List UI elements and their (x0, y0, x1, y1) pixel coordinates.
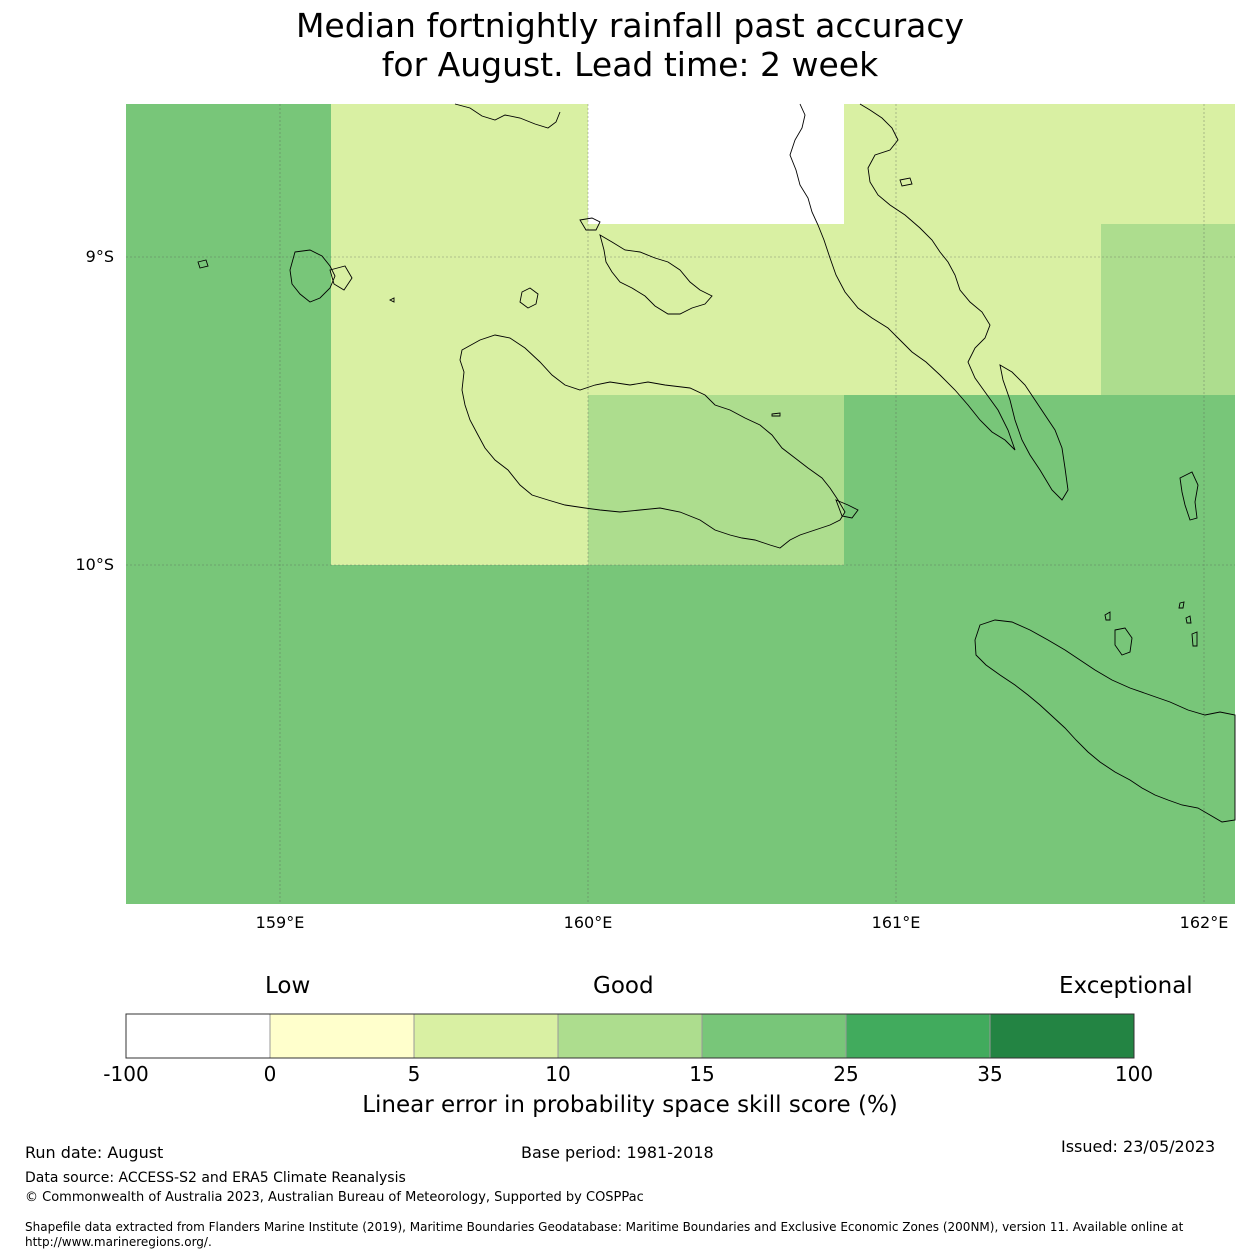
coast-russell-islands (289, 249, 336, 303)
run-date: Run date: August (25, 1143, 164, 1162)
base-period: Base period: 1981-2018 (521, 1143, 714, 1162)
lon-label-160e: 160°E (563, 913, 613, 932)
cell-light-green-east (1101, 224, 1235, 395)
colorbar-category-low: Low (265, 973, 311, 999)
coast-islet-east (1179, 471, 1199, 521)
coast-islet-small (388, 297, 395, 303)
lon-label-161e: 161°E (871, 913, 921, 932)
colorbar-segment-2 (270, 1014, 414, 1058)
colorbar-segment-6 (846, 1014, 990, 1058)
coast-makira (974, 619, 1236, 823)
coast-guadalcanal (459, 334, 846, 549)
colorbar-tick: 0 (263, 1062, 277, 1086)
coast-islet-1 (1104, 611, 1111, 621)
colorbar-tick: 10 (545, 1062, 571, 1086)
colorbar-outline (125, 1013, 1135, 1059)
coast-islet-3 (1185, 615, 1192, 624)
coastlines (197, 103, 1236, 823)
colorbar-segment-3 (414, 1014, 558, 1058)
colorbar-category-good: Good (593, 973, 654, 999)
coast-islet-northeast (899, 177, 913, 187)
cell-white-top (588, 104, 844, 224)
data-source: Data source: ACCESS-S2 and ERA5 Climate … (25, 1170, 406, 1186)
colorbar-tick: 100 (1114, 1062, 1154, 1086)
gridlines (126, 104, 1235, 904)
coast-islet-tiny (771, 412, 781, 417)
title-line-2: for August. Lead time: 2 week (381, 45, 879, 84)
copyright: © Commonwealth of Australia 2023, Austra… (25, 1190, 644, 1205)
coast-islet-2 (1178, 601, 1185, 609)
map-title: Median fortnightly rainfall past accurac… (0, 6, 1260, 84)
shapefile-credit: Shapefile data extracted from Flanders M… (25, 1220, 1184, 1249)
coast-small-island-1 (579, 217, 601, 231)
colorbar-segment-5 (702, 1014, 846, 1058)
colorbar-tick: -100 (103, 1062, 149, 1086)
lon-label-162e: 162°E (1179, 913, 1229, 932)
colorbar-tick: 25 (833, 1062, 859, 1086)
coast-small-malaita (999, 364, 1069, 501)
lat-label-9s: 9°S (85, 247, 114, 266)
colorbar-tick: 35 (977, 1062, 1003, 1086)
cell-light-green-mid (588, 395, 844, 565)
cell-yellow-green-west (331, 104, 588, 565)
coast-russell-islands-2 (329, 265, 353, 291)
coast-florida-islands (599, 234, 713, 315)
colorbar-segment-7 (990, 1014, 1134, 1058)
coast-ulawa (1114, 627, 1133, 656)
cell-yellow-green-mid (588, 224, 844, 395)
colorbar-tick: 5 (407, 1062, 421, 1086)
title-line-1: Median fortnightly rainfall past accurac… (295, 6, 965, 45)
coast-savo-north (454, 103, 561, 129)
coast-islet-4 (1191, 631, 1198, 647)
lon-label-159e: 159°E (255, 913, 305, 932)
coast-guadalcanal-tip (835, 499, 859, 519)
lat-label-10s: 10°S (75, 555, 114, 574)
issued-date: Issued: 23/05/2023 (1061, 1137, 1216, 1156)
colorbar-segment-1 (126, 1014, 270, 1058)
coast-islet-west (197, 259, 209, 269)
colorbar-segment-4 (558, 1014, 702, 1058)
coast-malaita (789, 103, 1016, 451)
colorbar-tick: 15 (689, 1062, 715, 1086)
colorbar-category-exceptional: Exceptional (1059, 973, 1193, 999)
colorbar-label: Linear error in probability space skill … (362, 1092, 898, 1118)
coast-islet-round (519, 287, 539, 309)
